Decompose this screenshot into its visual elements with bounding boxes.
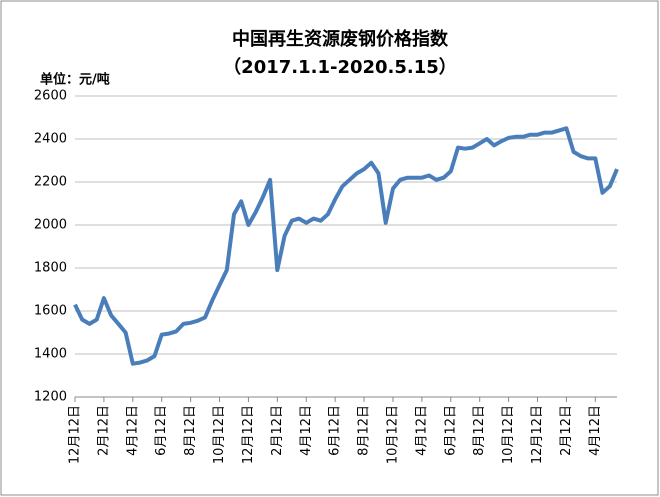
y-tick-label: 1200 xyxy=(34,390,67,405)
x-tick-label: 10月12日 xyxy=(212,405,227,464)
x-tick-label: 8月12日 xyxy=(472,405,487,456)
x-tick-label: 8月12日 xyxy=(357,405,372,456)
x-tick-label: 6月12日 xyxy=(154,405,169,456)
y-tick-label: 2600 xyxy=(34,89,67,104)
chart-subtitle: （2017.1.1-2020.5.15） xyxy=(223,57,457,78)
x-tick-label: 4月12日 xyxy=(414,405,429,456)
x-tick-label: 6月12日 xyxy=(328,405,343,456)
x-tick-label: 2月12日 xyxy=(96,405,111,456)
x-tick-label: 4月12日 xyxy=(125,405,140,456)
x-tick-label: 4月12日 xyxy=(588,405,603,456)
x-tick-label: 2月12日 xyxy=(270,405,285,456)
x-tick-label: 12月12日 xyxy=(68,405,83,464)
y-axis-label: 单位：元/吨 xyxy=(40,72,110,88)
x-tick-label: 12月12日 xyxy=(530,405,545,464)
y-tick-label: 1800 xyxy=(34,261,67,276)
data-line xyxy=(73,126,619,366)
x-tick-label: 2月12日 xyxy=(559,405,574,456)
chart-title: 中国再生资源废钢价格指数 xyxy=(232,28,449,50)
x-tick-label: 12月12日 xyxy=(241,405,256,464)
y-tick-label: 2000 xyxy=(34,218,67,233)
x-tick-label: 10月12日 xyxy=(385,405,400,464)
x-tick-label: 4月12日 xyxy=(299,405,314,456)
x-tick-label: 6月12日 xyxy=(443,405,458,456)
x-tick-label: 8月12日 xyxy=(183,405,198,456)
y-tick-label: 1400 xyxy=(34,347,67,362)
y-tick-label: 1600 xyxy=(34,304,67,319)
y-tick-label: 2200 xyxy=(34,175,67,190)
x-tick-label: 10月12日 xyxy=(501,405,516,464)
y-tick-label: 2400 xyxy=(34,132,67,147)
